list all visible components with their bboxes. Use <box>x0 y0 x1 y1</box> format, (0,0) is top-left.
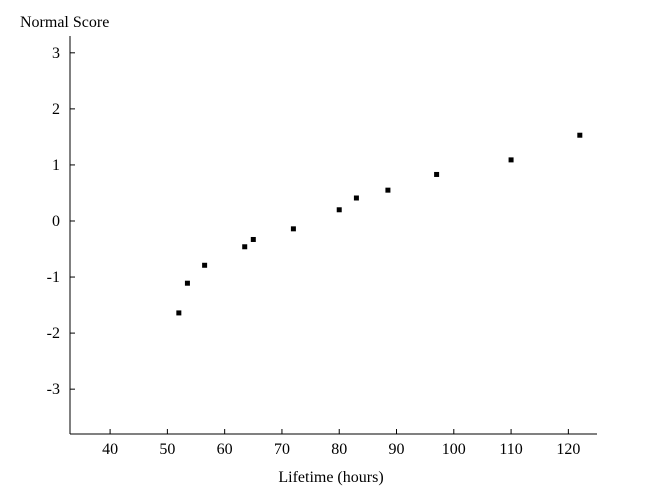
data-points <box>176 132 583 316</box>
y-tick-label: -2 <box>47 325 60 342</box>
x-tick-label: 110 <box>499 441 522 458</box>
y-tick-label: 0 <box>52 213 60 230</box>
y-tick-label: 2 <box>52 101 60 118</box>
y-tick-label: 3 <box>52 45 60 62</box>
y-tick-label: -3 <box>47 381 60 398</box>
data-point <box>176 310 182 316</box>
x-tick-label: 50 <box>159 441 175 458</box>
x-tick-label: 100 <box>442 441 466 458</box>
data-point <box>353 195 359 201</box>
data-point <box>242 244 248 250</box>
data-point <box>250 236 256 242</box>
y-tick-label: -1 <box>47 269 60 286</box>
x-tick-label: 120 <box>556 441 580 458</box>
data-point <box>290 226 296 232</box>
x-axis-label: Lifetime (hours) <box>278 469 383 486</box>
x-tick-label: 80 <box>331 441 347 458</box>
axes <box>69 36 597 435</box>
data-point <box>336 207 342 213</box>
data-point <box>577 132 583 138</box>
data-point <box>508 157 514 163</box>
x-tick-label: 60 <box>217 441 233 458</box>
y-tick-label: 1 <box>52 157 60 174</box>
x-tick-label: 40 <box>102 441 118 458</box>
x-tick-label: 90 <box>389 441 405 458</box>
data-point <box>434 171 440 177</box>
ticks: 40 50 60 70 80 90 100 110 120 3 2 1 0 -1 -2 -3 <box>47 45 581 458</box>
data-point <box>202 262 208 268</box>
x-tick-label: 70 <box>274 441 290 458</box>
data-point <box>385 187 391 193</box>
y-axis-label: Normal Score <box>20 14 109 31</box>
data-point <box>184 280 190 286</box>
